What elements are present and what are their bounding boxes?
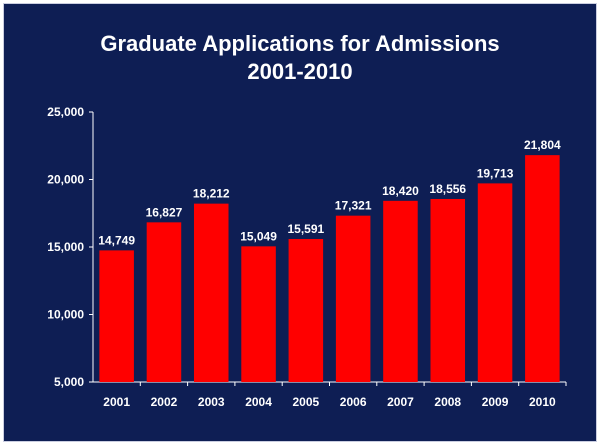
x-tick-label: 2005: [292, 395, 319, 409]
slide-background: Graduate Applications for Admissions 200…: [3, 3, 597, 442]
x-tick-label: 2002: [151, 395, 178, 409]
bar: [99, 250, 134, 382]
bar: [288, 239, 324, 382]
y-tick-label: 25,000: [47, 105, 84, 119]
y-tick-label: 10,000: [47, 308, 84, 322]
bar: [193, 203, 229, 382]
data-label: 17,321: [335, 199, 372, 213]
data-label: 19,713: [477, 166, 514, 180]
data-label: 21,804: [524, 138, 561, 152]
y-tick-label: 15,000: [47, 240, 84, 254]
data-label: 18,556: [429, 182, 466, 196]
chart-title: Graduate Applications for Admissions: [100, 31, 500, 56]
bar: [241, 246, 276, 382]
bar: [383, 200, 418, 382]
x-tick-label: 2008: [434, 395, 461, 409]
y-tick-label: 20,000: [47, 173, 84, 187]
data-label: 15,591: [287, 222, 324, 236]
bar: [430, 198, 466, 382]
bar: [477, 183, 513, 382]
x-tick-label: 2003: [198, 395, 225, 409]
data-label: 15,049: [240, 229, 277, 243]
data-label: 18,420: [382, 184, 419, 198]
x-tick-label: 2010: [529, 395, 556, 409]
data-label: 16,827: [146, 205, 183, 219]
x-tick-label: 2009: [482, 395, 509, 409]
x-tick-label: 2001: [103, 395, 130, 409]
bar: [525, 155, 560, 382]
x-tick-label: 2007: [387, 395, 414, 409]
bar: [335, 215, 371, 382]
chart-subtitle: 2001-2010: [247, 59, 353, 84]
data-label: 14,749: [98, 233, 135, 247]
bar-chart: 5,000 10,000 15,000 20,000 25,000 14,749 2001 1…: [47, 105, 567, 409]
x-tick-label: 2004: [245, 395, 272, 409]
x-tick-label: 2006: [340, 395, 367, 409]
data-label: 18,212: [193, 187, 230, 201]
bar: [146, 222, 182, 382]
y-tick-label: 5,000: [54, 375, 84, 389]
